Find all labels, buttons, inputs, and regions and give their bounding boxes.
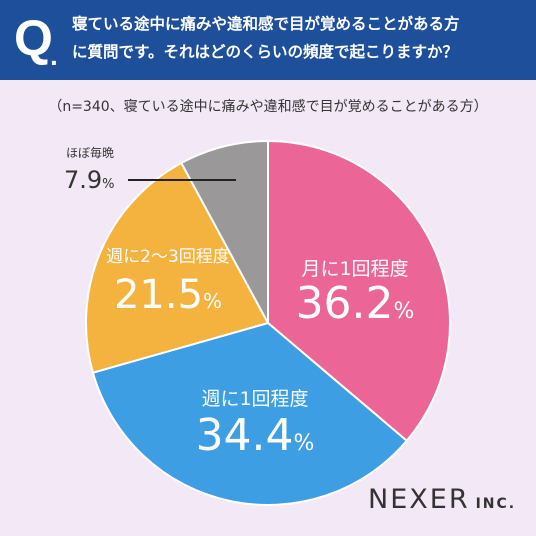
slice-value-4: 7.9% <box>64 166 115 194</box>
logo-main: NEXER <box>368 484 470 515</box>
slice-label-1: 月に1回程度 <box>301 258 408 280</box>
question-text: 寝ている途中に痛みや違和感で目が覚めることがある方 に質問です。それはどのくらい… <box>72 10 527 66</box>
slice-label-3: 週に2〜3回程度 <box>106 247 230 267</box>
slice-value-1: 36.2% <box>296 278 415 329</box>
question-dot: . <box>50 40 58 71</box>
question-mark: Q <box>14 10 53 66</box>
sample-note: （n=340、寝ている途中に痛みや違和感で目が覚めることがある方） <box>48 99 488 115</box>
question-line-2: に質問です。それはどのくらいの頻度で起こりますか？ <box>72 43 458 61</box>
company-logo: NEXER INC. <box>368 484 516 515</box>
pie-slice-2 <box>91 321 409 506</box>
slice-label-4: ほぼ毎晩 <box>66 145 114 160</box>
pie-slice-1 <box>267 139 451 443</box>
slice-value-3: 21.5% <box>114 272 222 318</box>
slice-label-2: 週に1回程度 <box>201 388 308 410</box>
pie-slice-4 <box>179 139 269 324</box>
slice-value-2: 34.4% <box>196 410 315 461</box>
logo-sub: INC. <box>475 496 517 512</box>
pie-slice-3 <box>85 161 270 374</box>
question-line-1: 寝ている途中に痛みや違和感で目が覚めることがある方 <box>72 15 460 33</box>
question-header: Q . 寝ている途中に痛みや違和感で目が覚めることがある方 に質問です。それはど… <box>0 0 536 80</box>
